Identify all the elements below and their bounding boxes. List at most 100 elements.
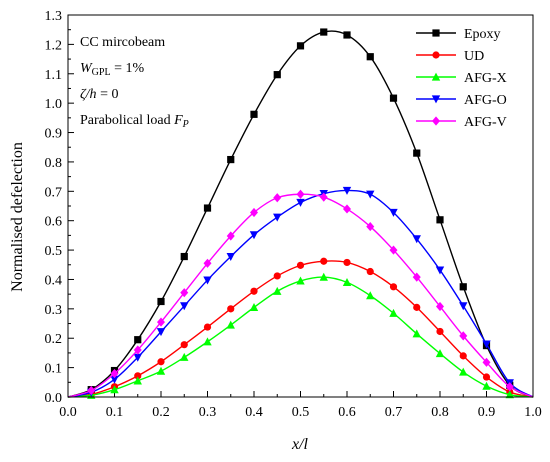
data-point-afg-o	[156, 328, 166, 337]
data-point-afg-x	[273, 286, 282, 295]
data-point-afg-x	[459, 367, 468, 376]
series-afg-v	[67, 189, 534, 398]
x-tick-label: 0.0	[59, 405, 77, 420]
data-point-epoxy	[250, 110, 258, 118]
x-tick-label: 0.1	[106, 405, 124, 420]
legend-item-ud: UD	[416, 49, 484, 64]
data-point-ud	[482, 373, 491, 381]
data-point-ud	[157, 358, 165, 366]
data-point-afg-o	[459, 302, 468, 311]
series-afg-o	[67, 186, 534, 398]
legend-marker-afg-x	[431, 72, 441, 81]
data-point-afg-v	[482, 357, 491, 367]
data-point-epoxy	[320, 28, 328, 36]
legend-label-afg-v: AFG-V	[464, 115, 507, 130]
data-point-ud	[203, 323, 212, 331]
data-point-afg-v	[180, 288, 189, 298]
data-point-ud	[273, 272, 281, 280]
annotation-load-text: Parabolical load	[80, 113, 174, 128]
data-point-afg-o	[412, 235, 421, 244]
x-tick-label: 0.9	[478, 405, 496, 420]
data-point-afg-o	[133, 353, 142, 362]
data-point-afg-v	[133, 345, 142, 355]
x-tick-label: 0.2	[152, 405, 170, 420]
data-point-ud	[227, 305, 235, 313]
data-point-afg-o	[226, 252, 235, 261]
x-tick-label: 0.7	[385, 405, 403, 420]
legend-label-ud: UD	[464, 49, 484, 64]
data-point-afg-o	[482, 340, 491, 349]
data-point-afg-v	[459, 331, 468, 341]
y-tick-label: 1.0	[45, 97, 63, 112]
data-point-ud	[296, 261, 305, 269]
x-tick-label: 0.5	[292, 405, 310, 420]
plot-frame	[67, 14, 534, 398]
annotation-line-3: ζ/h = 0	[80, 87, 118, 102]
data-point-afg-x	[180, 352, 189, 361]
data-point-ud	[459, 352, 467, 360]
y-tick-label: 0.9	[45, 127, 63, 142]
data-point-afg-x	[296, 276, 305, 285]
y-tick-label: 0.3	[45, 303, 63, 318]
legend-item-afg-v: AFG-V	[416, 115, 507, 130]
data-point-afg-v	[505, 382, 514, 392]
legend-item-afg-o: AFG-O	[416, 93, 507, 108]
data-point-afg-o	[342, 186, 352, 195]
x-tick-labels: 0.0 0.1 0.2 0.3 0.4 0.5 0.6 0.7 0.8 0.9 1.0	[59, 405, 542, 420]
legend-marker-ud	[432, 51, 440, 59]
series-line-afg-v	[67, 193, 534, 398]
y-axis-label: Normalised defelection	[9, 142, 26, 292]
legend-marker-afg-v	[432, 116, 440, 126]
y-tick-label: 1.3	[45, 9, 63, 24]
data-point-ud	[389, 283, 398, 291]
data-point-afg-v	[250, 207, 258, 218]
data-point-afg-v	[157, 317, 165, 327]
data-point-afg-v	[296, 189, 305, 199]
legend-marker-epoxy	[432, 29, 440, 37]
data-point-afg-v	[226, 231, 235, 241]
legend-label-epoxy: Epoxy	[464, 27, 501, 42]
y-tick-label: 1.1	[45, 68, 63, 83]
data-point-afg-o	[296, 198, 305, 207]
annotation-gpl-subscript: GPL	[92, 67, 111, 78]
data-point-afg-x	[366, 291, 375, 300]
data-point-afg-v	[87, 385, 96, 396]
y-tick-label: 0.1	[45, 362, 63, 377]
data-point-afg-x	[226, 320, 235, 329]
data-point-afg-v	[389, 245, 398, 255]
series-afg-x	[67, 272, 534, 399]
data-point-afg-x	[482, 381, 491, 390]
y-tick-label: 1.2	[45, 38, 63, 53]
data-point-ud	[343, 258, 351, 267]
data-point-afg-o	[180, 302, 189, 311]
data-point-afg-x	[319, 272, 328, 281]
annotation-line-2: WGPL = 1%	[80, 61, 144, 78]
data-point-afg-v	[110, 368, 119, 379]
annotation-load-subscript: P	[182, 119, 189, 130]
legend-item-epoxy: Epoxy	[416, 27, 501, 42]
x-tick-label: 0.8	[431, 405, 449, 420]
legend-label-afg-x: AFG-X	[464, 71, 507, 86]
y-tick-labels: 0.0 0.1 0.2 0.3 0.4 0.5 0.6 0.7 0.8 0.9 1.0 1.1 1.2 1…	[45, 9, 63, 406]
data-point-ud	[250, 287, 258, 295]
data-point-afg-v	[319, 192, 328, 202]
y-tick-label: 0.4	[45, 273, 63, 288]
data-point-ud	[413, 303, 421, 311]
data-point-epoxy	[366, 53, 374, 61]
data-point-epoxy	[459, 283, 467, 291]
data-point-afg-x	[156, 366, 166, 375]
data-point-epoxy	[436, 216, 444, 224]
data-point-afg-x	[203, 337, 212, 346]
data-point-ud	[320, 257, 328, 265]
data-point-epoxy	[157, 297, 165, 306]
data-point-epoxy	[134, 336, 142, 344]
data-point-epoxy	[227, 155, 235, 164]
data-point-afg-o	[435, 266, 445, 275]
series-layer	[67, 28, 534, 399]
data-point-epoxy	[389, 94, 398, 102]
x-axis-label: x/l	[291, 436, 309, 453]
y-tick-label: 0.5	[45, 244, 63, 259]
data-point-afg-x	[435, 349, 445, 358]
y-tick-label: 0.0	[45, 391, 63, 406]
